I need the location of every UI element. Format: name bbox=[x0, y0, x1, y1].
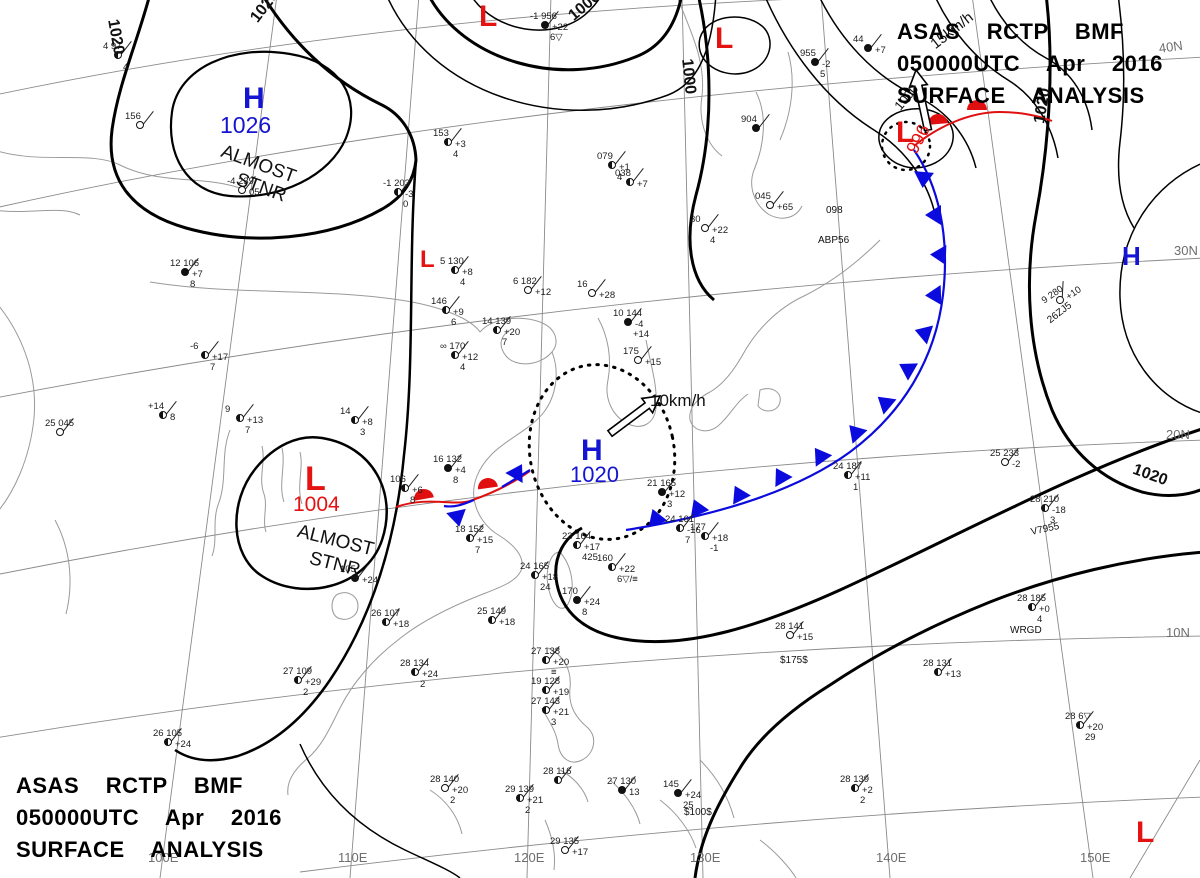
cold-front-triangle-icon bbox=[930, 245, 947, 265]
stationary-front-triangle-icon bbox=[505, 464, 523, 483]
stationary-front-semicircle-icon bbox=[478, 478, 498, 490]
high-1020-arrow bbox=[606, 395, 662, 438]
front-markers bbox=[414, 100, 987, 528]
cold-front-triangle-icon bbox=[914, 325, 934, 345]
stationary-front-semicircle-icon bbox=[414, 489, 434, 501]
title-line: 050000UTC Apr 2016 bbox=[16, 805, 282, 830]
coastlines bbox=[0, 0, 881, 878]
stationary-front-triangle-icon bbox=[446, 508, 466, 527]
cold-front-triangle-icon bbox=[925, 285, 942, 305]
isobars bbox=[109, 0, 1200, 878]
front-lines bbox=[395, 110, 1053, 532]
cold-front-triangle-icon bbox=[925, 205, 941, 225]
title-line: ASAS RCTP BMF bbox=[897, 19, 1124, 44]
cold-front-triangle-icon bbox=[690, 499, 710, 518]
title-line: 050000UTC Apr 2016 bbox=[897, 51, 1163, 76]
movement-arrows bbox=[606, 68, 933, 438]
title-line: SURFACE ANALYSIS bbox=[897, 83, 1145, 108]
cold-front-line bbox=[625, 149, 947, 532]
cold-front-triangle-icon bbox=[775, 468, 793, 487]
title-line: ASAS RCTP BMF bbox=[16, 773, 243, 798]
stationary-front-cold-segment bbox=[443, 498, 475, 508]
warm-front-semicircle-icon bbox=[928, 114, 948, 125]
cold-front-triangle-icon bbox=[648, 508, 668, 528]
title-block-top-right: ASAS RCTP BMF 050000UTC Apr 2016 SURFACE… bbox=[897, 16, 1163, 112]
cold-front-triangle-icon bbox=[849, 425, 868, 444]
title-line: SURFACE ANALYSIS bbox=[16, 837, 264, 862]
stationary-front-line bbox=[395, 470, 531, 508]
cold-front-triangle-icon bbox=[733, 485, 751, 505]
title-block-bottom-left: ASAS RCTP BMF 050000UTC Apr 2016 SURFACE… bbox=[16, 770, 282, 866]
warm-front-semicircle-icon bbox=[967, 100, 987, 110]
cold-front-triangle-icon bbox=[899, 363, 918, 381]
movement-ellipses bbox=[527, 120, 932, 541]
cold-front-triangle-icon bbox=[877, 396, 897, 415]
warm-front-line bbox=[913, 110, 1053, 147]
cold-front-triangle-icon bbox=[814, 447, 833, 467]
low-996-arrow bbox=[908, 68, 933, 132]
cold-front-triangle-icon bbox=[914, 171, 934, 188]
